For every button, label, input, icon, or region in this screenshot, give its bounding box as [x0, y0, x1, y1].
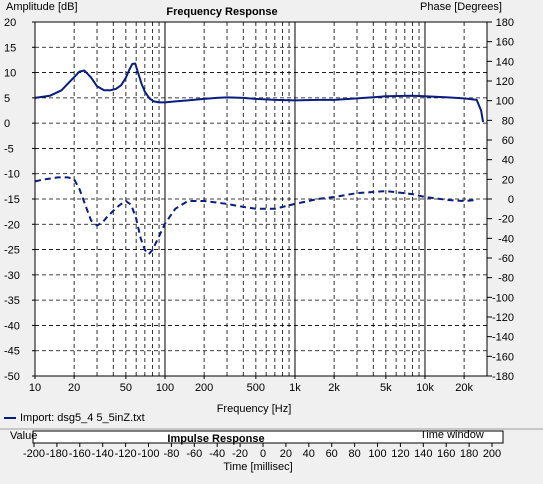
y-right-tick-label: 40 [502, 155, 514, 167]
x-tick-label: 100 [156, 382, 174, 394]
impulse-x-tick-label: 20 [280, 448, 292, 460]
y-right-tick-label: 0 [508, 194, 514, 206]
impulse-x-ticks: -200 -180 -160 -140 -120 -100 -80 -60 -40 -20 0 20 4… [23, 443, 501, 460]
x-tick-label: 500 [247, 382, 265, 394]
impulse-x-axis-label: Time [millisec] [223, 461, 292, 473]
y-left-tick-label: -20 [4, 219, 20, 231]
x-tick-label: 5k [380, 382, 392, 394]
legend: Import: dsg5_4 5_5inZ.txt [4, 412, 145, 424]
y-left-tick-label: 15 [4, 42, 16, 54]
impulse-x-tick-label: -200 [23, 448, 45, 460]
x-tick-label: 20k [455, 382, 473, 394]
impulse-x-tick-label: 140 [414, 448, 432, 460]
y-right-tick-label: -100 [492, 292, 514, 304]
y-right-tick-label: -160 [492, 351, 514, 363]
y-right-tick-label: 20 [502, 174, 514, 186]
impulse-x-tick-label: -160 [69, 448, 91, 460]
impulse-plot-area [32, 430, 504, 444]
impulse-x-tick-label: 120 [391, 448, 409, 460]
impulse-x-tick-label: 180 [460, 448, 478, 460]
y-left-tick-label: -5 [4, 143, 14, 155]
y-right-tick-label: -20 [498, 214, 514, 226]
y-right-tick-label: -180 [492, 371, 514, 383]
impulse-x-tick-label: 60 [326, 448, 338, 460]
impulse-x-tick-label: 40 [303, 448, 315, 460]
y-right-axis-label: Phase [Degrees] [420, 1, 502, 13]
y-right-tick-label: 140 [496, 56, 514, 68]
y-right-tick-label: 80 [502, 115, 514, 127]
impulse-time-window-label: Time window [420, 429, 484, 441]
x-tick-label: 1k [289, 382, 301, 394]
frequency-response-chart: 20151050-5-10-15-20-25-30-35-40-45-50180… [4, 1, 514, 415]
y-left-tick-label: -45 [4, 346, 20, 358]
impulse-x-tick-label: -120 [115, 448, 137, 460]
impulse-x-tick-label: 0 [260, 448, 266, 460]
impulse-x-tick-label: -180 [46, 448, 68, 460]
y-right-tick-label: -80 [498, 273, 514, 285]
y-right-tick-label: -40 [498, 233, 514, 245]
axes: 20151050-5-10-15-20-25-30-35-40-45-50180… [4, 17, 514, 394]
phase-series-line [34, 176, 477, 256]
x-tick-label: 10k [416, 382, 434, 394]
legend-swatch [4, 417, 16, 419]
y-right-tick-label: 180 [496, 17, 514, 29]
x-tick-label: 200 [195, 382, 213, 394]
impulse-x-tick-label: 100 [368, 448, 386, 460]
y-right-tick-label: 100 [496, 96, 514, 108]
y-right-tick-label: -120 [492, 312, 514, 324]
x-tick-label: 10 [29, 382, 41, 394]
y-left-axis-label: Amplitude [dB] [6, 1, 78, 13]
y-left-tick-label: 10 [4, 68, 16, 80]
y-right-tick-label: 120 [496, 76, 514, 88]
impulse-x-tick-label: -140 [92, 448, 114, 460]
impulse-x-tick-label: 160 [437, 448, 455, 460]
impulse-x-tick-label: -80 [163, 448, 179, 460]
x-tick-label: 50 [120, 382, 132, 394]
y-left-tick-label: -10 [4, 169, 20, 181]
y-left-tick-label: -15 [4, 194, 20, 206]
impulse-x-tick-label: 200 [483, 448, 501, 460]
impulse-value-label: Value [10, 430, 37, 442]
impulse-title: Impulse Response [167, 433, 264, 445]
impulse-x-tick-label: -20 [232, 448, 248, 460]
impulse-x-tick-label: -60 [186, 448, 202, 460]
y-left-tick-label: 0 [4, 118, 10, 130]
x-tick-label: 2k [328, 382, 340, 394]
y-right-tick-label: -140 [492, 332, 514, 344]
y-left-tick-label: -30 [4, 270, 20, 282]
impulse-response-panel: Value Impulse Response Time window -200-… [0, 428, 543, 484]
x-tick-label: 20 [68, 382, 80, 394]
y-right-tick-label: 160 [496, 37, 514, 49]
y-left-tick-label: -50 [4, 371, 20, 383]
y-left-tick-label: -40 [4, 320, 20, 332]
amplitude-series-line [34, 62, 485, 123]
y-left-tick-label: -25 [4, 245, 20, 257]
y-right-tick-label: 60 [502, 135, 514, 147]
chart-title: Frequency Response [166, 6, 277, 18]
y-left-tick-label: 20 [4, 17, 16, 29]
y-left-tick-label: -35 [4, 295, 20, 307]
series-group [34, 62, 485, 256]
impulse-x-tick-label: 80 [348, 448, 360, 460]
impulse-x-tick-label: -100 [137, 448, 159, 460]
y-left-tick-label: 5 [4, 93, 10, 105]
x-axis-label: Frequency [Hz] [217, 403, 292, 415]
y-right-tick-label: -60 [498, 253, 514, 265]
impulse-x-tick-label: -40 [209, 448, 225, 460]
legend-label: Import: dsg5_4 5_5inZ.txt [20, 412, 145, 424]
